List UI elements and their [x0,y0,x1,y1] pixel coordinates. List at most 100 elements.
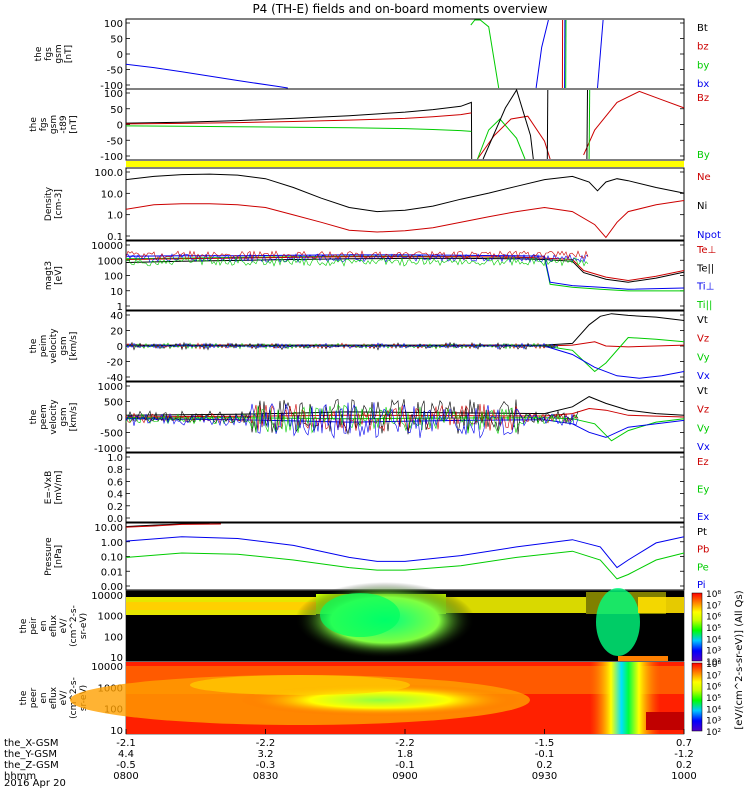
panel-density: Density[cm-3]100.010.01.00.1NeNiNpot [44,168,721,243]
date-label: 2016 Apr 20 [4,778,66,789]
ytick-vel_elec: 500 [104,398,123,409]
quality-flag-bar [126,161,684,167]
legend-vel_elec: Vx [697,442,710,453]
ytick-fgs_t89: -100 [100,152,123,163]
legend-vel_ion: Vx [697,371,710,382]
xaxis-row-label: the_Z-GSM [4,760,59,771]
legend-vel_elec: Vy [697,423,710,434]
series-fgs_t89-Bz3 [584,91,684,154]
ylabel-vel_ion: thepeimvelocitygsm[km/s] [29,328,79,364]
panel-vel_elec: thepeemvelocitygsm[km/s]10005000-500-100… [29,382,710,455]
series-fgs-bx4 [598,20,604,88]
colorbar-tick: 10⁶ [706,683,721,693]
colorbar-tick: 10³ [706,717,721,727]
ytick-vel_ion: 20 [110,327,123,338]
ytick-efield: 0.6 [107,477,123,488]
ytick-efield: 1.0 [107,453,123,464]
colorbar-tick: 10⁶ [706,613,721,623]
xaxis-value: 0.2 [676,760,692,771]
xaxis-row-label: the_X-GSM [4,738,58,749]
ytick-density: 10.0 [101,189,123,200]
ytick-peir: 1000 [98,612,123,623]
legend-vel_ion: Vy [697,352,710,363]
series-pressure-Pe [126,551,684,579]
ylabel-fgs: thefgsgsm[nT] [34,44,74,63]
series-density-Ne [126,201,684,238]
heatmap-peer [70,662,684,734]
series-vel_ion-Vx [126,346,684,378]
xaxis-value: 0.7 [676,738,692,749]
ytick-pressure: 10.00 [94,523,123,534]
ytick-temperature: 100 [104,272,123,283]
series-fgs_t89-Bt [126,102,472,159]
legend-efield: Ex [697,512,709,523]
legend-pressure: Pb [697,545,709,556]
xaxis-value: -1.5 [535,738,555,749]
series-fgs_t89-By [126,126,471,131]
ytick-peer: 10 [110,726,123,737]
legend-temperature: Ti⊥ [696,282,714,293]
series-temperature-Ti|| [126,256,684,291]
legend-vel_ion: Vz [697,334,709,345]
colorbar-tick: 10⁴ [706,635,721,645]
xaxis-value: 0.2 [537,760,553,771]
ytick-fgs: 100 [104,19,123,30]
ylabel-fgs_t89: thefgsgsm-t89[nT] [29,115,79,134]
legend-vel_ion: Vt [697,315,708,326]
legend-temperature: Te|| [696,263,714,274]
legend-fgs: by [697,60,709,71]
legend-fgs: bz [697,42,709,53]
legend-efield: Ez [697,457,709,468]
colorbar-tick: 10⁵ [706,694,721,704]
series-fgs_t89-Bz2 [478,116,551,159]
legend-vel_elec: Vz [697,405,709,416]
xaxis-value: -0.1 [395,760,415,771]
ytick-fgs_t89: -50 [107,136,123,147]
ytick-pressure: 1.00 [101,538,123,549]
ylabel-efield: E=-VxB[mV/m] [44,471,64,505]
legend-fgs_t89: Bz [697,93,709,104]
ytick-density: 100.0 [94,168,123,179]
colorbar-tick: 10⁵ [706,624,721,634]
ytick-vel_ion: -20 [107,358,123,369]
series-density-Ni [126,174,684,212]
panel-fgs_t89: thefgsgsm-t89[nT] 100 50 0 -50 -100 Bz By [29,89,710,163]
ytick-temperature: 10000 [91,241,123,252]
figure-title: P4 (TH-E) fields and on-board moments ov… [252,2,547,16]
legend-fgs_t89: By [697,150,710,161]
xaxis-value: -0.3 [256,760,276,771]
series-fgs_t89-Bt2 [483,90,533,159]
legend-temperature: Te⊥ [696,245,716,256]
series-temperature-Te|| [126,258,684,282]
ytick-peir: 100 [104,632,123,643]
legend-density: Ni [697,201,707,212]
ytick-peer: 10000 [91,662,123,673]
ytick-fgs_t89: 100 [104,89,123,100]
ytick-fgs_t89: 0 [117,121,123,132]
series-fgs_t89-Bt4 [587,90,588,159]
xaxis-value: -2.2 [256,738,276,749]
legend-pressure: Pe [697,562,709,573]
legend-pressure: Pi [697,580,706,591]
ylabel-pressure: Pressure[nPa] [44,537,64,576]
colorbar-tick: 10⁷ [706,671,721,681]
xaxis-row-label: the_Y-GSM [4,749,57,760]
series-fgs_t89-By2 [478,119,526,159]
series-fgs-by [471,20,499,88]
ytick-temperature: 10 [110,287,123,298]
colorbar-peir [692,593,702,661]
legend-pressure: Pt [697,527,707,538]
ytick-peir: 10000 [91,591,123,602]
series-pressure-Pi [126,537,684,568]
legend-temperature: Ti|| [696,300,712,311]
heatmap-peir [126,582,684,661]
ytick-efield: 0.2 [107,502,123,513]
legend-fgs: Bt [697,23,708,34]
ytick-vel_ion: 40 [110,311,123,322]
series-vel_ion-Vy [126,338,684,372]
ylabel-peir: thepeirenefluxeV/(cm^2-s-sr-eV) [19,605,89,647]
colorbar-tick: 10³ [706,647,721,657]
xaxis-value: 1.8 [397,749,413,760]
series-vel_ion-Vt [126,314,684,345]
